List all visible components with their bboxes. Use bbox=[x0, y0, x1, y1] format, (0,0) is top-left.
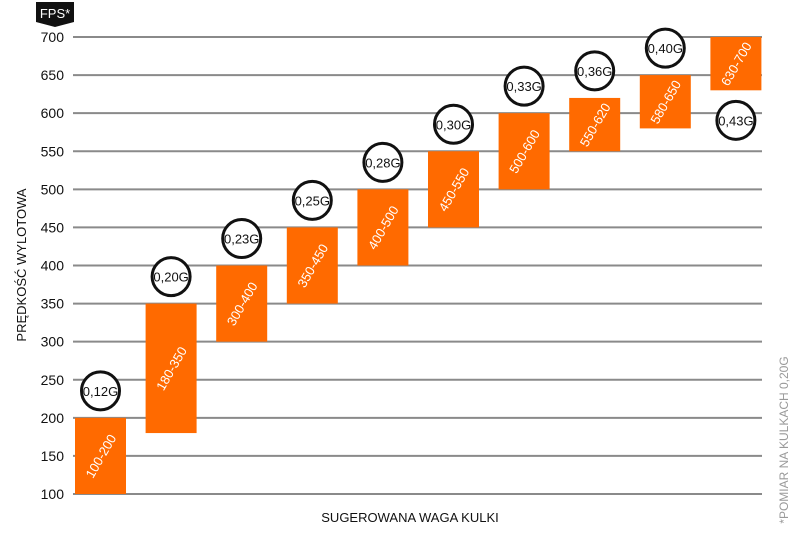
weight-circle bbox=[221, 218, 263, 259]
category-label: 0,43G bbox=[718, 113, 753, 128]
range-bar bbox=[286, 227, 338, 304]
y-tick-label: 550 bbox=[41, 143, 65, 159]
unit-badge-label: FPS* bbox=[40, 6, 70, 21]
y-tick-label: 150 bbox=[41, 448, 65, 464]
weight-circle bbox=[574, 50, 616, 92]
y-tick-label: 500 bbox=[41, 181, 65, 197]
weight-circle bbox=[433, 103, 474, 145]
category-label: 0,25G bbox=[295, 193, 330, 208]
weight-circle bbox=[715, 99, 757, 141]
y-tick-label: 250 bbox=[41, 372, 65, 388]
category-label: 0,30G bbox=[436, 117, 471, 132]
range-bar bbox=[428, 151, 479, 228]
weight-circle bbox=[503, 65, 545, 107]
category-label: 0,23G bbox=[224, 232, 259, 247]
category-label: 0,36G bbox=[577, 64, 612, 79]
category-label: 0,40G bbox=[648, 41, 683, 56]
x-axis-label: SUGEROWANA WAGA KULKI bbox=[321, 510, 498, 525]
y-tick-label: 300 bbox=[41, 334, 65, 350]
weight-circle bbox=[80, 370, 121, 412]
y-tick-label: 700 bbox=[41, 29, 65, 45]
y-tick-label: 400 bbox=[41, 258, 65, 274]
y-tick-label: 100 bbox=[41, 486, 65, 502]
y-tick-label: 450 bbox=[41, 219, 65, 235]
y-axis-label: PRĘDKOŚĆ WYLOTOWA bbox=[14, 188, 29, 341]
category-label: 0,33G bbox=[506, 79, 541, 94]
range-bar bbox=[710, 37, 762, 91]
y-tick-label: 350 bbox=[41, 296, 65, 312]
y-tick-label: 650 bbox=[41, 67, 65, 83]
range-bar bbox=[569, 97, 621, 152]
weight-circle bbox=[362, 141, 404, 183]
category-label: 0,20G bbox=[153, 270, 188, 285]
weight-circle bbox=[644, 27, 686, 69]
y-tick-label: 600 bbox=[41, 105, 65, 121]
category-label: 0,12G bbox=[83, 384, 118, 399]
range-bar bbox=[357, 189, 409, 266]
category-label: 0,28G bbox=[365, 155, 400, 170]
weight-circle bbox=[291, 179, 333, 221]
range-bar bbox=[216, 265, 268, 342]
weight-circle bbox=[150, 256, 192, 298]
range-bar bbox=[145, 303, 197, 434]
range-bar bbox=[498, 113, 550, 190]
fps-badge: FPS* bbox=[36, 2, 74, 27]
y-tick-label: 200 bbox=[41, 410, 65, 426]
range-bar bbox=[639, 75, 691, 129]
footnote: *POMIAR NA KULKACH 0,20G bbox=[777, 356, 791, 523]
range-bar bbox=[75, 417, 126, 494]
